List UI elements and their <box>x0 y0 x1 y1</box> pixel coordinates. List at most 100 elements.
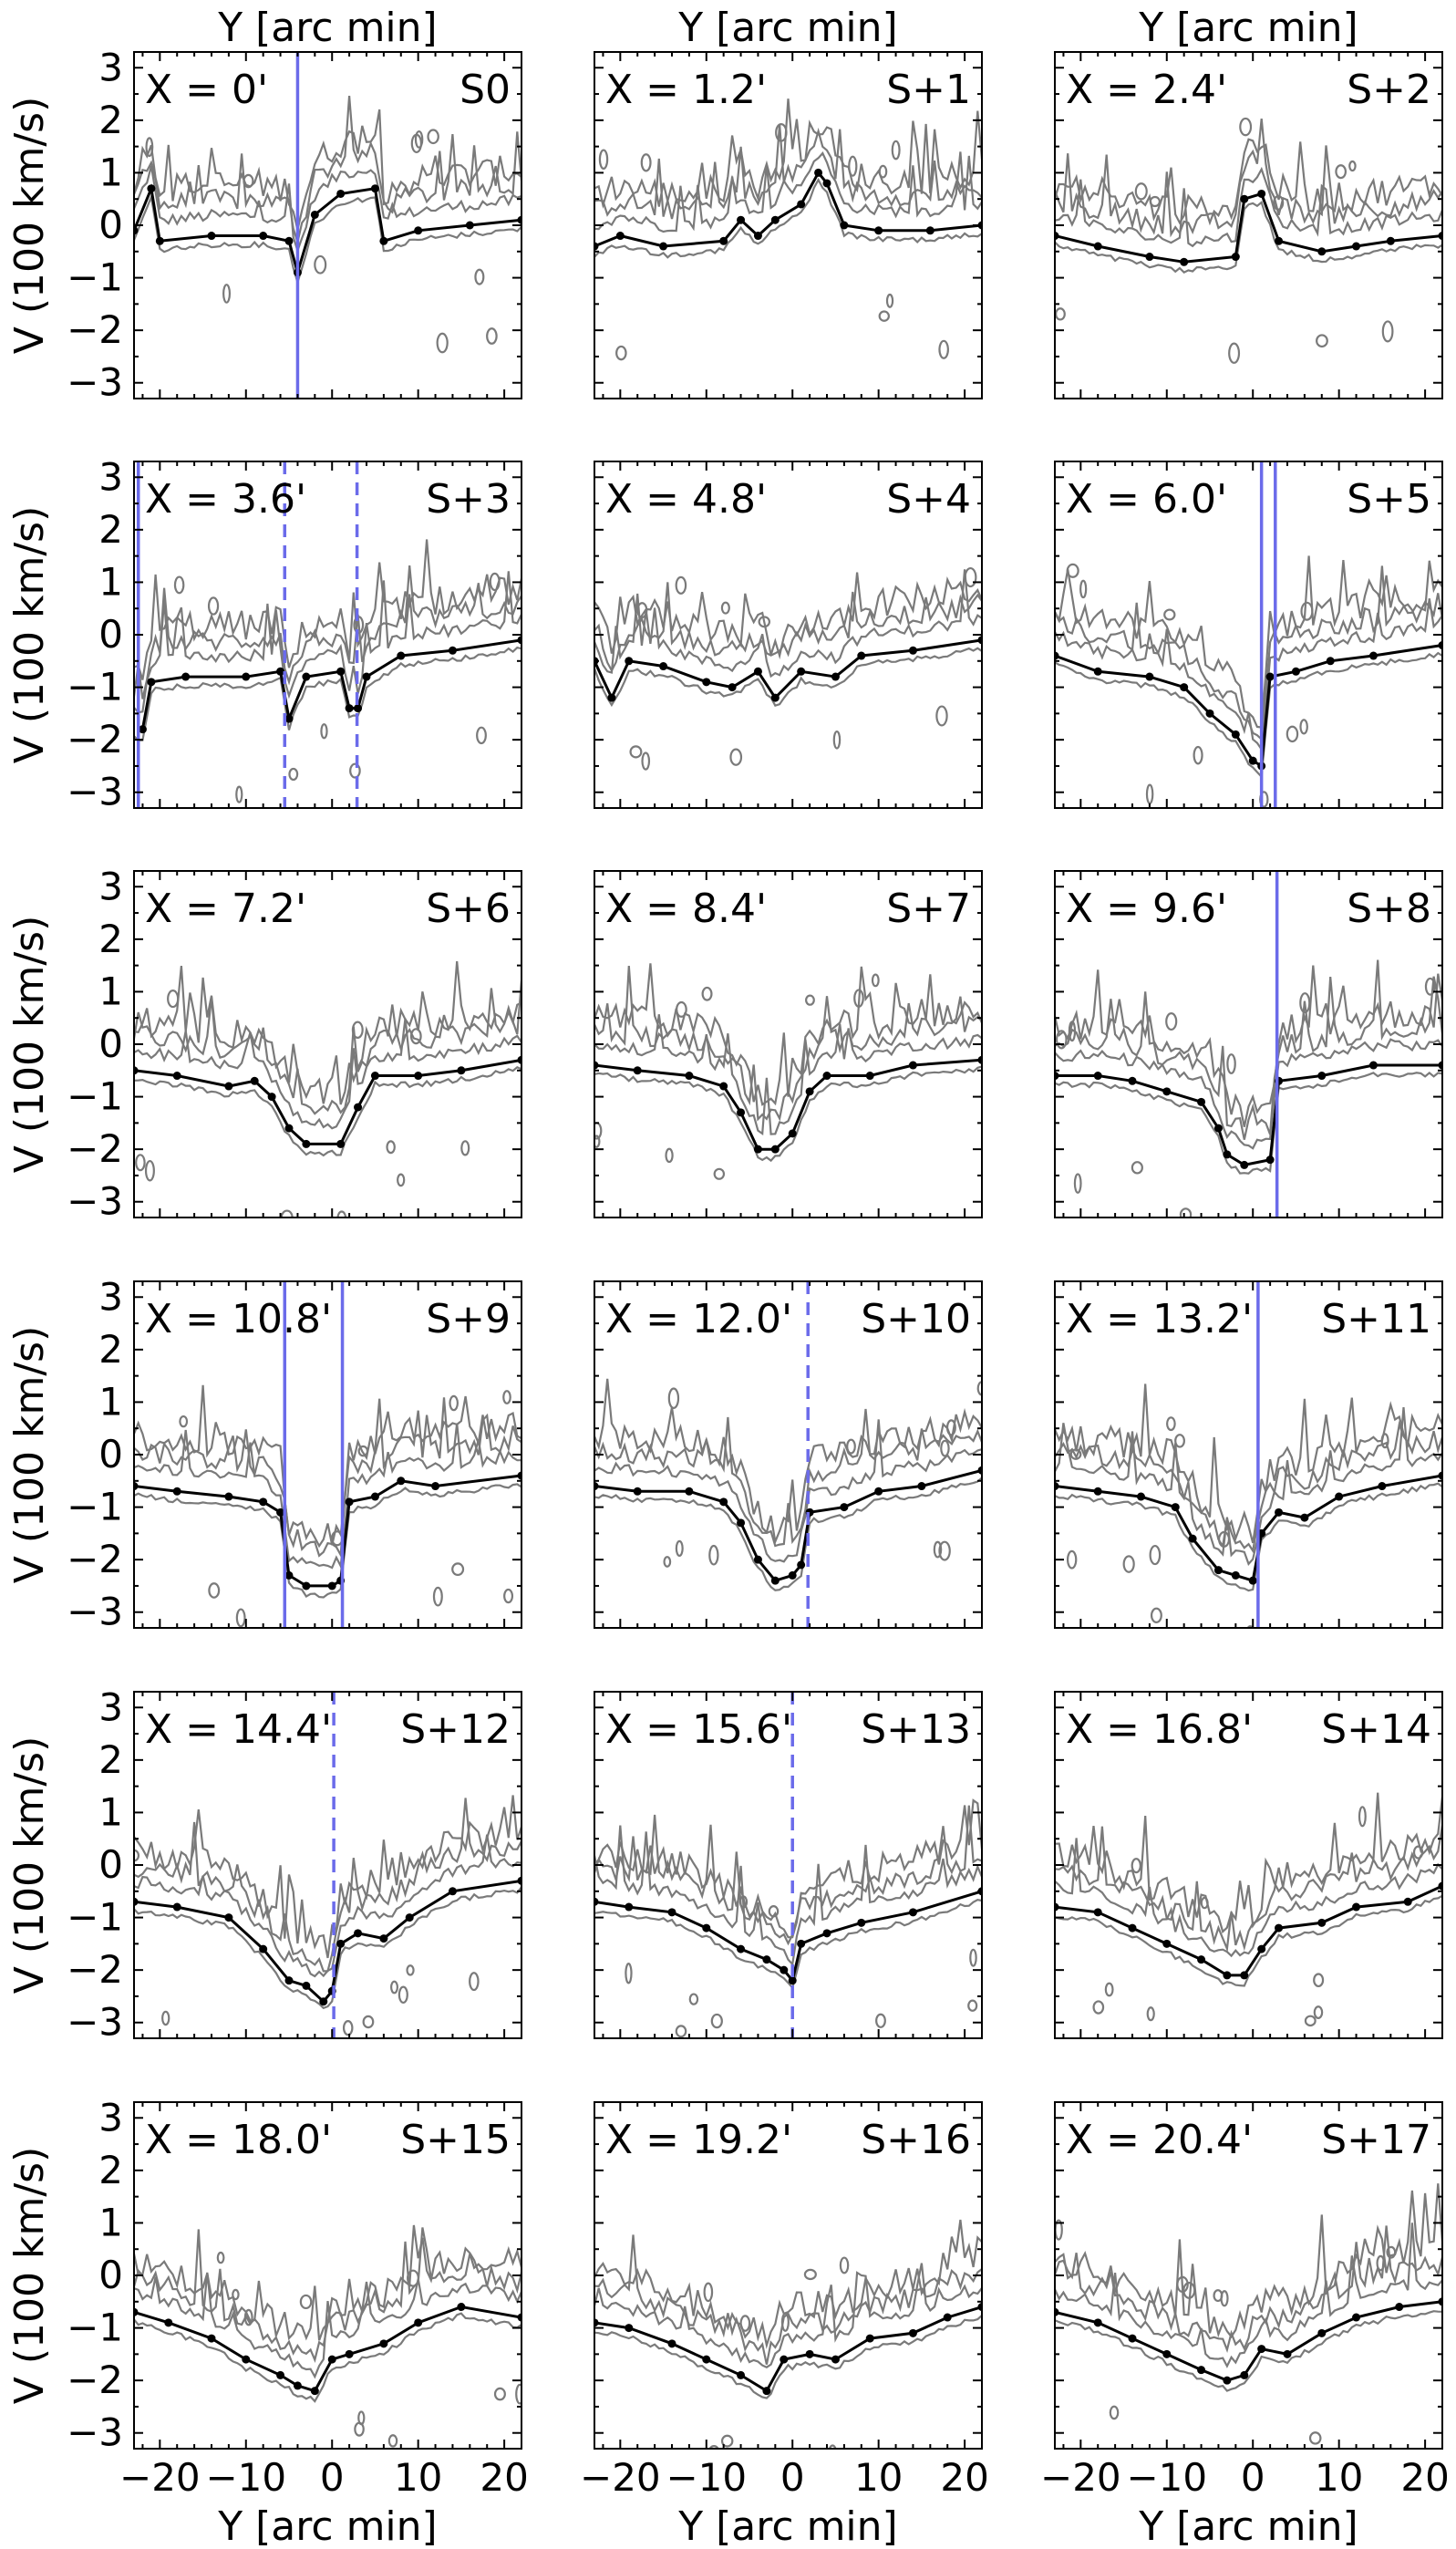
trace-point <box>414 1072 423 1081</box>
contour-blob <box>1165 1012 1178 1031</box>
trace-point <box>302 1981 311 1990</box>
trace-point <box>1188 1534 1197 1543</box>
trace-point <box>633 1066 642 1075</box>
contour-blob <box>386 1140 396 1155</box>
trace-point <box>172 1902 181 1912</box>
contour-line <box>134 2312 521 2403</box>
trace-point <box>753 1145 762 1154</box>
x-tick-label: 0 <box>780 2455 805 2500</box>
trace-point <box>284 1124 294 1133</box>
y-tick-label: 1 <box>98 2200 123 2244</box>
panel-splus-5: X = 6.0' S+5 <box>1054 461 1443 809</box>
panel-x-position: X = 10.8' <box>145 1296 332 1342</box>
contour-blob <box>1286 725 1299 743</box>
contour-blob <box>703 2282 714 2303</box>
trace-point <box>1055 1902 1059 1912</box>
trace-point <box>1378 1482 1387 1491</box>
panel-slit-label: S+14 <box>1321 1706 1431 1753</box>
contour-blob <box>1304 2015 1317 2027</box>
panel-data <box>134 1281 521 1628</box>
contour-blob <box>1176 2275 1189 2294</box>
trace-point <box>1055 232 1059 241</box>
contour-line <box>1055 965 1442 1127</box>
contour-blob <box>710 2013 723 2029</box>
trace-point <box>134 1897 139 1906</box>
trace-point <box>925 226 935 235</box>
panel-x-position: X = 4.8' <box>605 476 767 523</box>
y-tick-label: −3 <box>67 360 123 405</box>
panel-slit-label: S+11 <box>1321 1296 1431 1342</box>
contour-blob <box>410 133 423 153</box>
contour-line <box>1055 959 1442 1140</box>
trace-point <box>770 1576 780 1585</box>
trace-point <box>719 236 728 245</box>
x-tick-label: −20 <box>119 2455 201 2500</box>
trace-point <box>1438 1061 1442 1070</box>
contour-blob <box>222 284 232 304</box>
trace-point <box>594 1897 599 1906</box>
trace-point <box>977 1055 982 1064</box>
trace-point <box>1265 1155 1275 1165</box>
contour-blob <box>720 2434 734 2448</box>
contour-line <box>1055 2225 1442 2354</box>
contour-blob <box>1217 1530 1231 1548</box>
contour-blob <box>474 268 485 285</box>
trace-point <box>831 2355 840 2364</box>
trace-point <box>431 1482 440 1491</box>
trace-point <box>874 226 883 235</box>
contour-blob <box>390 1980 398 1995</box>
trace-point <box>857 1918 866 1927</box>
contour-blob <box>688 1993 699 2005</box>
panel-x-position: X = 16.8' <box>1066 1706 1253 1753</box>
contour-line <box>1055 1038 1442 1150</box>
contour-blob <box>875 2013 886 2028</box>
contour-blob <box>1316 334 1328 348</box>
contour-blob <box>708 2445 719 2449</box>
contour-line <box>134 960 521 1105</box>
panel-x-position: X = 18.0' <box>145 2117 332 2163</box>
trace-point <box>1257 189 1266 198</box>
panel-slit-label: S+17 <box>1321 2117 1431 2163</box>
contour-blob <box>1278 2451 1287 2470</box>
contour-blob <box>351 1021 364 1040</box>
contour-blob <box>891 140 901 161</box>
trace-point <box>1093 2318 1102 2327</box>
x-axis-label-top: Y [arc min] <box>677 5 897 51</box>
trace-point <box>753 1555 762 1564</box>
contour-blob <box>738 1225 749 1238</box>
trace-point <box>857 651 866 660</box>
contour-blob <box>486 327 498 345</box>
trace-point <box>943 2313 952 2322</box>
trace-point <box>1162 1087 1172 1096</box>
trace-point <box>667 2339 676 2348</box>
trace-point <box>1223 1150 1232 1159</box>
trace-point <box>224 1082 233 1091</box>
trace-point <box>379 2339 388 2348</box>
trace-point <box>1093 1487 1102 1496</box>
panel-s0: 3 2 1 0 −1 −2 −3 X = 0' S0 V (100 km/s) Y [arc min… <box>6 5 522 405</box>
contour-line <box>134 1886 521 2010</box>
trace-point <box>1438 641 1442 650</box>
trace-point <box>780 2355 789 2364</box>
contour-line <box>134 1066 521 1157</box>
trace-point <box>1093 1072 1102 1081</box>
y-tick-label: −2 <box>67 2357 123 2402</box>
trace-point <box>1136 1492 1145 1501</box>
contour-line <box>594 647 982 708</box>
trace-point <box>625 657 634 666</box>
contour-blob <box>336 1210 347 1218</box>
contour-blob <box>1246 1625 1255 1628</box>
contour-blob <box>853 989 864 1008</box>
trace-point <box>1283 2349 1292 2358</box>
contour-blob <box>1220 2290 1229 2307</box>
contour-blob <box>136 842 142 855</box>
trace-point <box>172 1072 181 1081</box>
contour-line <box>594 1899 982 1990</box>
panel-splus-12: 3 2 1 0 −1 −2 −3 X = 14.4' S+12 V (100 km/s) <box>6 1684 522 2045</box>
y-tick-label: 0 <box>98 202 123 247</box>
contour-blob <box>503 1588 514 1604</box>
trace-point <box>822 1072 831 1081</box>
contour-blob <box>940 1439 950 1457</box>
trace-point <box>336 1139 346 1148</box>
contour-blob <box>414 130 424 149</box>
